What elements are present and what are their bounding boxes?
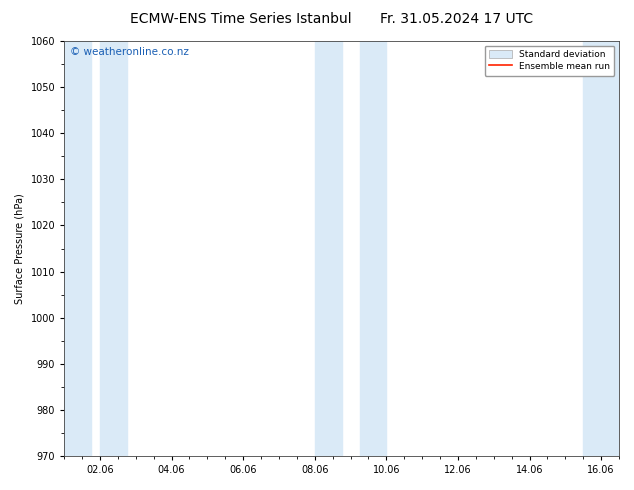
Bar [314, 41, 342, 456]
Bar [583, 41, 619, 456]
Bar [100, 41, 127, 456]
Y-axis label: Surface Pressure (hPa): Surface Pressure (hPa) [15, 193, 25, 304]
Text: © weatheronline.co.nz: © weatheronline.co.nz [70, 47, 189, 57]
Bar [359, 41, 386, 456]
Legend: Standard deviation, Ensemble mean run: Standard deviation, Ensemble mean run [484, 46, 614, 75]
Text: Fr. 31.05.2024 17 UTC: Fr. 31.05.2024 17 UTC [380, 12, 533, 26]
Text: ECMW-ENS Time Series Istanbul: ECMW-ENS Time Series Istanbul [130, 12, 352, 26]
Bar [64, 41, 91, 456]
